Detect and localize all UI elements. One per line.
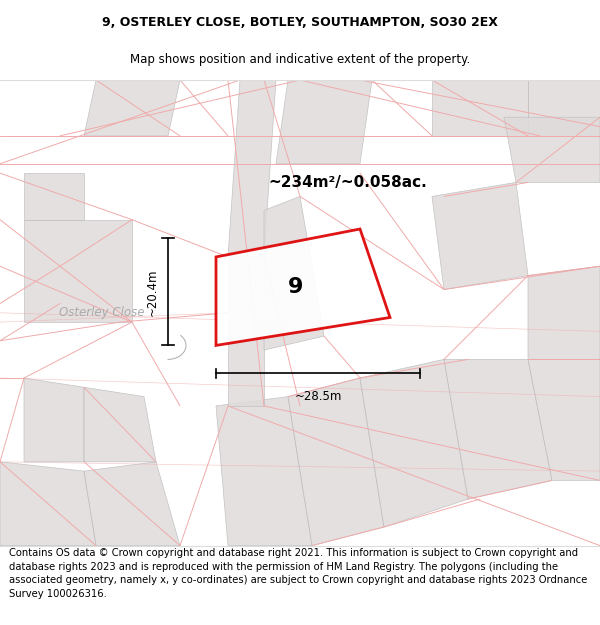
Polygon shape: [84, 80, 180, 136]
Polygon shape: [276, 80, 372, 164]
Polygon shape: [228, 80, 276, 257]
Polygon shape: [288, 378, 384, 546]
Text: Contains OS data © Crown copyright and database right 2021. This information is : Contains OS data © Crown copyright and d…: [9, 548, 587, 599]
Polygon shape: [216, 397, 312, 546]
Polygon shape: [528, 359, 600, 481]
Text: Map shows position and indicative extent of the property.: Map shows position and indicative extent…: [130, 53, 470, 66]
Text: ~234m²/~0.058ac.: ~234m²/~0.058ac.: [269, 175, 427, 190]
Polygon shape: [84, 462, 180, 546]
Polygon shape: [444, 359, 552, 499]
Polygon shape: [216, 229, 390, 346]
Polygon shape: [432, 182, 528, 289]
Text: ~20.4m: ~20.4m: [146, 268, 159, 316]
Polygon shape: [528, 266, 600, 359]
Polygon shape: [264, 196, 324, 350]
Polygon shape: [360, 359, 468, 527]
Polygon shape: [432, 80, 528, 136]
Polygon shape: [228, 257, 264, 406]
Text: Osterley Close: Osterley Close: [59, 306, 145, 319]
Text: 9: 9: [288, 278, 303, 298]
Text: ~28.5m: ~28.5m: [295, 389, 341, 402]
Polygon shape: [24, 173, 84, 219]
Polygon shape: [0, 462, 96, 546]
Polygon shape: [84, 388, 156, 462]
Polygon shape: [504, 118, 600, 182]
Polygon shape: [24, 219, 132, 322]
Text: 9, OSTERLEY CLOSE, BOTLEY, SOUTHAMPTON, SO30 2EX: 9, OSTERLEY CLOSE, BOTLEY, SOUTHAMPTON, …: [102, 16, 498, 29]
Polygon shape: [528, 80, 600, 136]
Polygon shape: [24, 378, 84, 462]
